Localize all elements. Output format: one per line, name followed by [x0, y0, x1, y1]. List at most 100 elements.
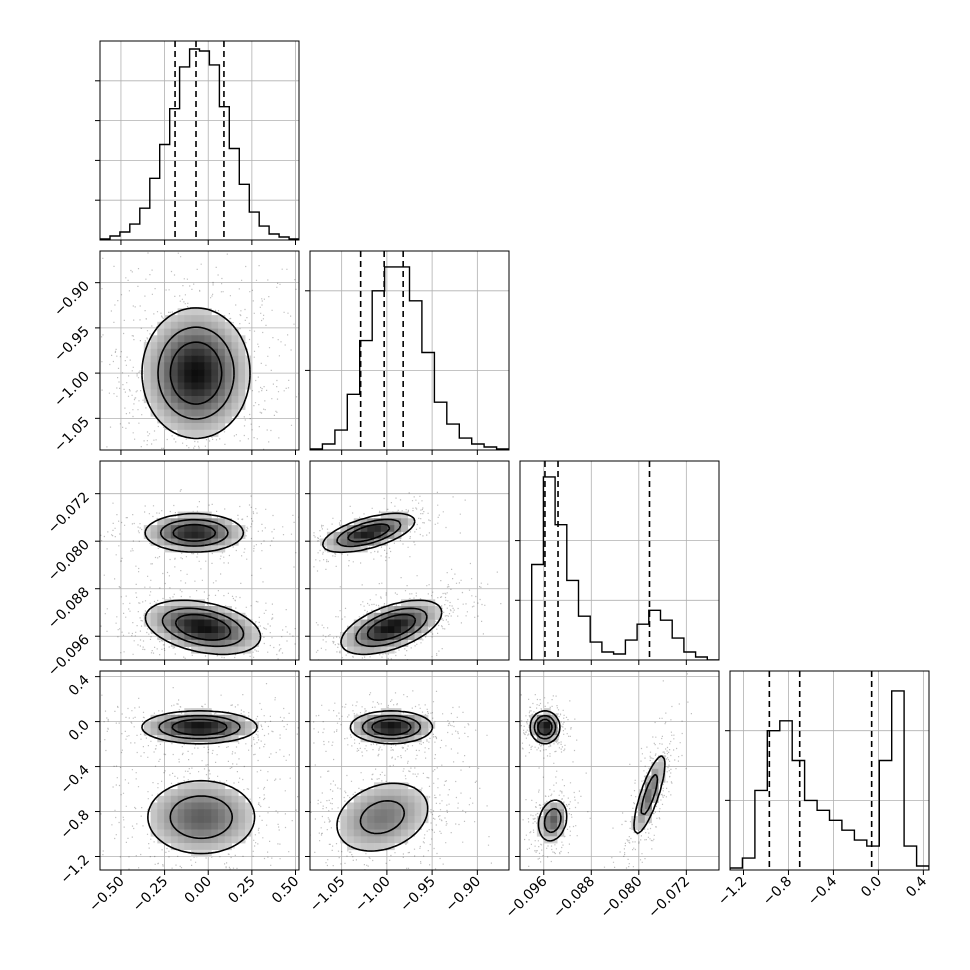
density-cell [164, 389, 172, 397]
density-cell [367, 721, 375, 729]
density-cell [191, 335, 199, 343]
density-contour [533, 714, 659, 834]
density-cell [401, 829, 409, 837]
density-cell [191, 389, 199, 397]
density-cell [218, 538, 226, 546]
density-cell [184, 721, 192, 729]
density-cell [238, 802, 246, 810]
histogram-step-line [100, 48, 299, 240]
density-cell [387, 843, 395, 851]
density-cell [197, 321, 205, 329]
density-cell [170, 735, 178, 743]
density-cell [374, 836, 382, 844]
density-cell [164, 328, 172, 336]
density-cell [177, 782, 185, 790]
density-cell [231, 362, 239, 370]
density-cell [428, 619, 436, 627]
density-cell [333, 531, 341, 539]
density-cell [177, 728, 185, 736]
density-cell [157, 348, 165, 356]
density-cell [238, 721, 246, 729]
density-cell [367, 836, 375, 844]
density-cell [421, 802, 429, 810]
density-cell [184, 335, 192, 343]
density-cell [353, 843, 361, 851]
density-cell [143, 728, 151, 736]
density-cell [651, 795, 659, 803]
density-cell [191, 355, 199, 363]
density-cell [197, 369, 205, 377]
density-cell [157, 728, 165, 736]
density-cell [157, 531, 165, 539]
panel-2-0: −0.096−0.088−0.080−0.072 [45, 460, 300, 680]
density-cell [218, 789, 226, 797]
density-cell [184, 429, 192, 437]
density-cell [204, 538, 212, 546]
density-cell [218, 342, 226, 350]
density-cell [407, 721, 415, 729]
density-cell [191, 816, 199, 824]
density-cell [197, 308, 205, 316]
density-cell [211, 626, 219, 634]
density-cell [184, 416, 192, 424]
density-cell [394, 836, 402, 844]
density-cell [184, 843, 192, 851]
density-cell [177, 348, 185, 356]
density-cell [143, 721, 151, 729]
density-cell [218, 836, 226, 844]
density-cell [401, 721, 409, 729]
density-cell [367, 538, 375, 546]
density-cell [407, 599, 415, 607]
density-contour [321, 512, 443, 656]
density-cell [428, 606, 436, 614]
density-cell [387, 836, 395, 844]
density-cell [380, 606, 388, 614]
density-cell [211, 362, 219, 370]
density-cell [170, 396, 178, 404]
density-cell [407, 809, 415, 817]
density-cell [150, 355, 158, 363]
density-cell [211, 525, 219, 533]
density-cell [204, 646, 212, 654]
density-cell [387, 782, 395, 790]
density-cell [197, 538, 205, 546]
density-cell [204, 545, 212, 553]
density-cell [204, 714, 212, 722]
density-cell [231, 402, 239, 410]
density-cell [218, 382, 226, 390]
density-cell [197, 646, 205, 654]
density-cell [340, 822, 348, 830]
density-cell [191, 538, 199, 546]
density-cell [374, 843, 382, 851]
density-cell [387, 525, 395, 533]
density-cell [164, 531, 172, 539]
density-cell [231, 802, 239, 810]
density-cell [184, 328, 192, 336]
density-cell [157, 382, 165, 390]
density-cell [150, 822, 158, 830]
density-cell [536, 822, 544, 830]
density-cell [170, 809, 178, 817]
density-cell [191, 721, 199, 729]
density-cell [184, 308, 192, 316]
density-cell [204, 429, 212, 437]
x-tick-label: −0.90 [443, 874, 485, 916]
density-cell [238, 396, 246, 404]
density-cell [231, 795, 239, 803]
density-cell [177, 538, 185, 546]
density-cell [387, 789, 395, 797]
density-cell [170, 633, 178, 641]
density-contour [144, 512, 262, 656]
density-cell [394, 626, 402, 634]
panel-frame [519, 460, 720, 661]
density-cell [157, 619, 165, 627]
density-cell [204, 606, 212, 614]
density-cell [231, 836, 239, 844]
density-cell [204, 335, 212, 343]
density-cell [360, 714, 368, 722]
density-cell [374, 735, 382, 743]
density-cell [177, 402, 185, 410]
histogram-step-line [730, 690, 929, 870]
density-cell [197, 335, 205, 343]
density-cell [224, 721, 232, 729]
